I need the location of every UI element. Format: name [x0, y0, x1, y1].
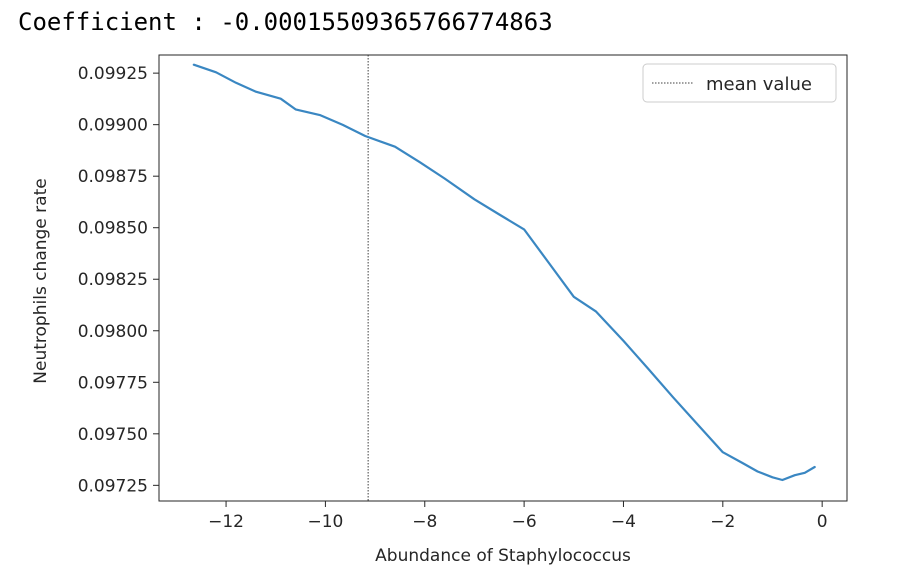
coefficient-label: Coefficient — [18, 8, 177, 36]
y-tick-label: 0.09825 — [78, 270, 148, 290]
coefficient-separator: : — [176, 8, 221, 36]
x-tick-label: −2 — [710, 512, 735, 532]
x-tick-label: −12 — [208, 512, 244, 532]
y-tick-label: 0.09725 — [78, 476, 148, 496]
y-tick-label: 0.09900 — [78, 116, 148, 136]
x-tick-label: −6 — [512, 512, 537, 532]
y-tick-label: 0.09850 — [78, 219, 148, 239]
x-tick-label: −4 — [611, 512, 636, 532]
x-axis-label: Abundance of Staphylococcus — [375, 546, 631, 566]
coefficient-readout: Coefficient : -0.00015509365766774863 — [18, 8, 553, 36]
y-tick-label: 0.09925 — [78, 64, 148, 84]
x-tick-label: 0 — [817, 512, 828, 532]
y-axis-label: Neutrophils change rate — [31, 178, 51, 383]
x-axis: −12 −10 −8 −6 −4 −2 0 — [208, 501, 828, 532]
legend: mean value — [642, 63, 837, 103]
y-tick-label: 0.09750 — [78, 425, 148, 445]
plot-marks — [192, 55, 816, 501]
y-axis: 0.09725 0.09750 0.09775 0.09800 0.09825 0.098… — [78, 64, 159, 496]
y-tick-label: 0.09775 — [78, 373, 148, 393]
y-tick-label: 0.09800 — [78, 322, 148, 342]
coefficient-value: -0.00015509365766774863 — [220, 8, 553, 36]
x-tick-label: −8 — [412, 512, 437, 532]
series-line-0 — [192, 63, 816, 482]
y-tick-label: 0.09875 — [78, 167, 148, 187]
plot-frame — [158, 54, 848, 502]
legend-label-mean-value: mean value — [706, 74, 812, 95]
x-tick-label: −10 — [307, 512, 343, 532]
legend-box — [642, 63, 837, 103]
